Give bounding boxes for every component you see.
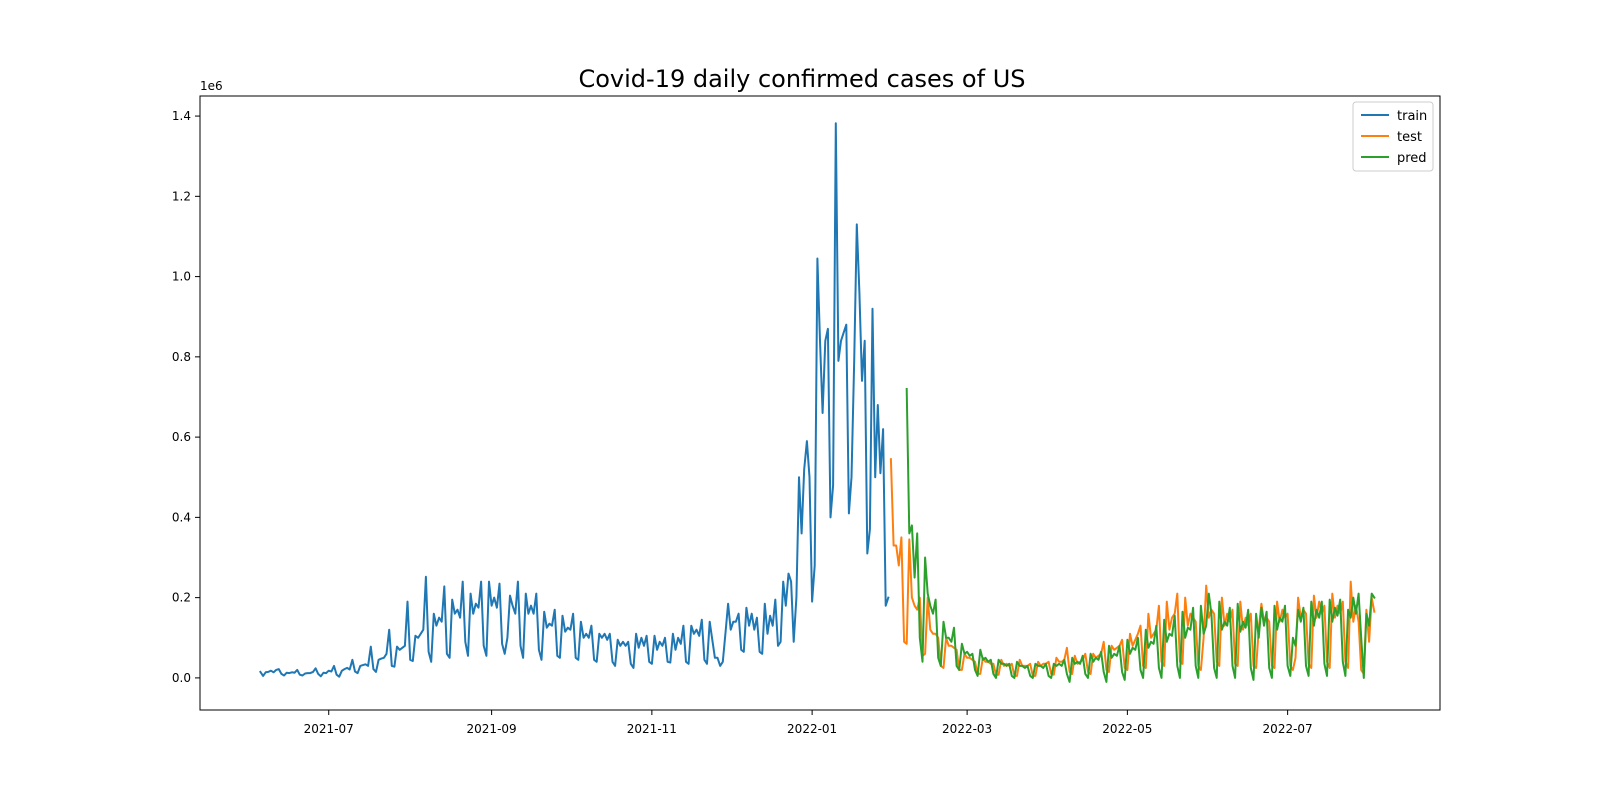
y-tick-label: 0.8 [172, 350, 191, 364]
x-tick-label: 2021-07 [304, 722, 354, 736]
chart-title: Covid-19 daily confirmed cases of US [578, 65, 1025, 93]
y-axis: 0.0 0.2 0.4 0.6 0.8 1.0 1.2 1.4 [172, 109, 200, 685]
y-tick-label: 1.4 [172, 109, 191, 123]
x-tick-label: 2022-07 [1263, 722, 1313, 736]
series-line-train [259, 122, 890, 678]
legend-label-test: test [1397, 130, 1422, 145]
y-tick-label: 1.2 [172, 189, 191, 203]
y-tick-label: 0.2 [172, 591, 191, 605]
x-tick-label: 2022-01 [787, 722, 837, 736]
legend-box [1352, 101, 1434, 172]
x-tick-label: 2021-11 [627, 722, 677, 736]
series-layer [259, 122, 1376, 683]
y-axis-offset-label: 1e6 [200, 79, 223, 93]
x-tick-label: 2022-03 [942, 722, 992, 736]
series-line-pred [905, 387, 1376, 683]
legend-label-pred: pred [1397, 151, 1427, 166]
y-tick-label: 0.0 [172, 671, 191, 685]
x-axis: 2021-07 2021-09 2021-11 2022-01 2022-03 2022-… [304, 710, 1313, 736]
legend-label-train: train [1397, 109, 1427, 124]
y-tick-label: 0.6 [172, 430, 191, 444]
legend: train test pred [1352, 101, 1434, 172]
plot-frame [199, 95, 1441, 711]
y-tick-label: 1.0 [172, 270, 191, 284]
y-tick-label: 0.4 [172, 510, 191, 524]
series-line-test [889, 458, 1376, 677]
x-tick-label: 2022-05 [1102, 722, 1152, 736]
x-tick-label: 2021-09 [467, 722, 517, 736]
